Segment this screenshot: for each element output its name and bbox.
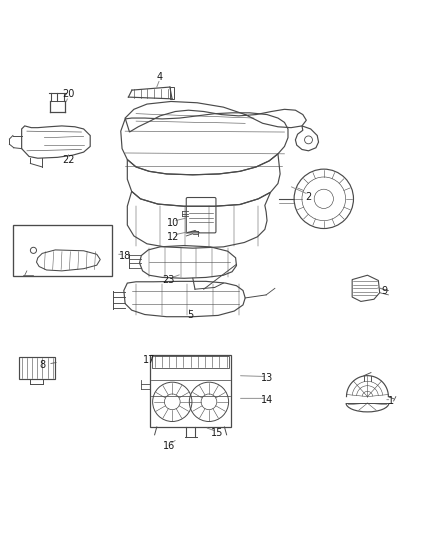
Text: 22: 22: [62, 155, 74, 165]
Text: 17: 17: [143, 356, 155, 365]
Text: 23: 23: [162, 276, 175, 286]
Bar: [150, 355, 231, 427]
Text: 5: 5: [187, 310, 194, 319]
Bar: [152, 356, 229, 368]
Text: 4: 4: [157, 71, 163, 82]
Text: 16: 16: [162, 441, 175, 451]
Text: 1: 1: [389, 396, 395, 406]
Text: 8: 8: [39, 360, 45, 370]
Bar: [170, 87, 174, 99]
Bar: [19, 357, 55, 379]
Text: 9: 9: [382, 286, 388, 295]
Text: 13: 13: [261, 373, 273, 383]
Text: 20: 20: [62, 89, 74, 99]
Bar: [13, 224, 113, 276]
Text: 10: 10: [167, 218, 179, 228]
Text: 12: 12: [167, 232, 179, 242]
Text: 15: 15: [211, 429, 223, 438]
Text: 18: 18: [119, 251, 131, 261]
Text: 2: 2: [305, 192, 311, 201]
Text: 14: 14: [261, 394, 273, 405]
